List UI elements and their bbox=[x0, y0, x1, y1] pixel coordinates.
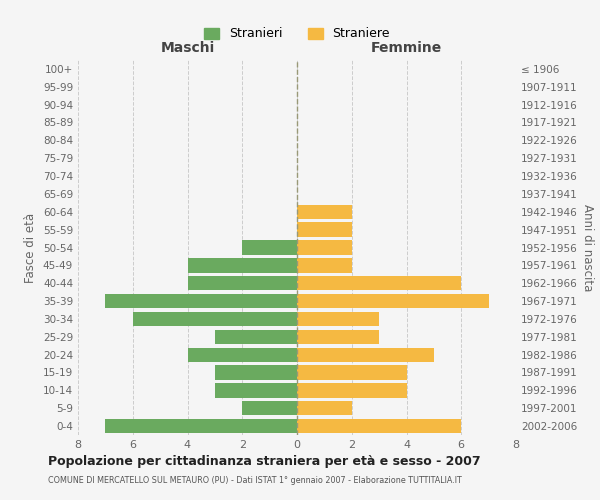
Bar bbox=[297, 240, 352, 254]
Bar bbox=[297, 401, 352, 415]
Bar bbox=[297, 330, 379, 344]
Text: COMUNE DI MERCATELLO SUL METAURO (PU) - Dati ISTAT 1° gennaio 2007 - Elaborazion: COMUNE DI MERCATELLO SUL METAURO (PU) - … bbox=[48, 476, 462, 485]
Bar bbox=[297, 222, 352, 237]
Bar bbox=[187, 276, 297, 290]
Bar bbox=[297, 419, 461, 433]
Bar bbox=[215, 383, 297, 398]
Y-axis label: Anni di nascita: Anni di nascita bbox=[581, 204, 594, 291]
Bar bbox=[297, 258, 352, 272]
Bar bbox=[242, 240, 297, 254]
Bar bbox=[106, 294, 297, 308]
Text: Popolazione per cittadinanza straniera per età e sesso - 2007: Popolazione per cittadinanza straniera p… bbox=[48, 455, 481, 468]
Bar bbox=[297, 366, 407, 380]
Bar bbox=[215, 366, 297, 380]
Bar bbox=[297, 294, 488, 308]
Bar bbox=[106, 419, 297, 433]
Legend: Stranieri, Straniere: Stranieri, Straniere bbox=[198, 21, 396, 46]
Bar bbox=[297, 312, 379, 326]
Bar bbox=[242, 401, 297, 415]
Bar bbox=[297, 204, 352, 219]
Bar bbox=[187, 348, 297, 362]
Bar bbox=[297, 348, 434, 362]
Bar bbox=[187, 258, 297, 272]
Bar bbox=[215, 330, 297, 344]
Y-axis label: Fasce di età: Fasce di età bbox=[25, 212, 37, 282]
Bar bbox=[297, 383, 407, 398]
Text: Femmine: Femmine bbox=[371, 40, 442, 54]
Bar bbox=[297, 276, 461, 290]
Bar bbox=[133, 312, 297, 326]
Text: Maschi: Maschi bbox=[160, 40, 215, 54]
